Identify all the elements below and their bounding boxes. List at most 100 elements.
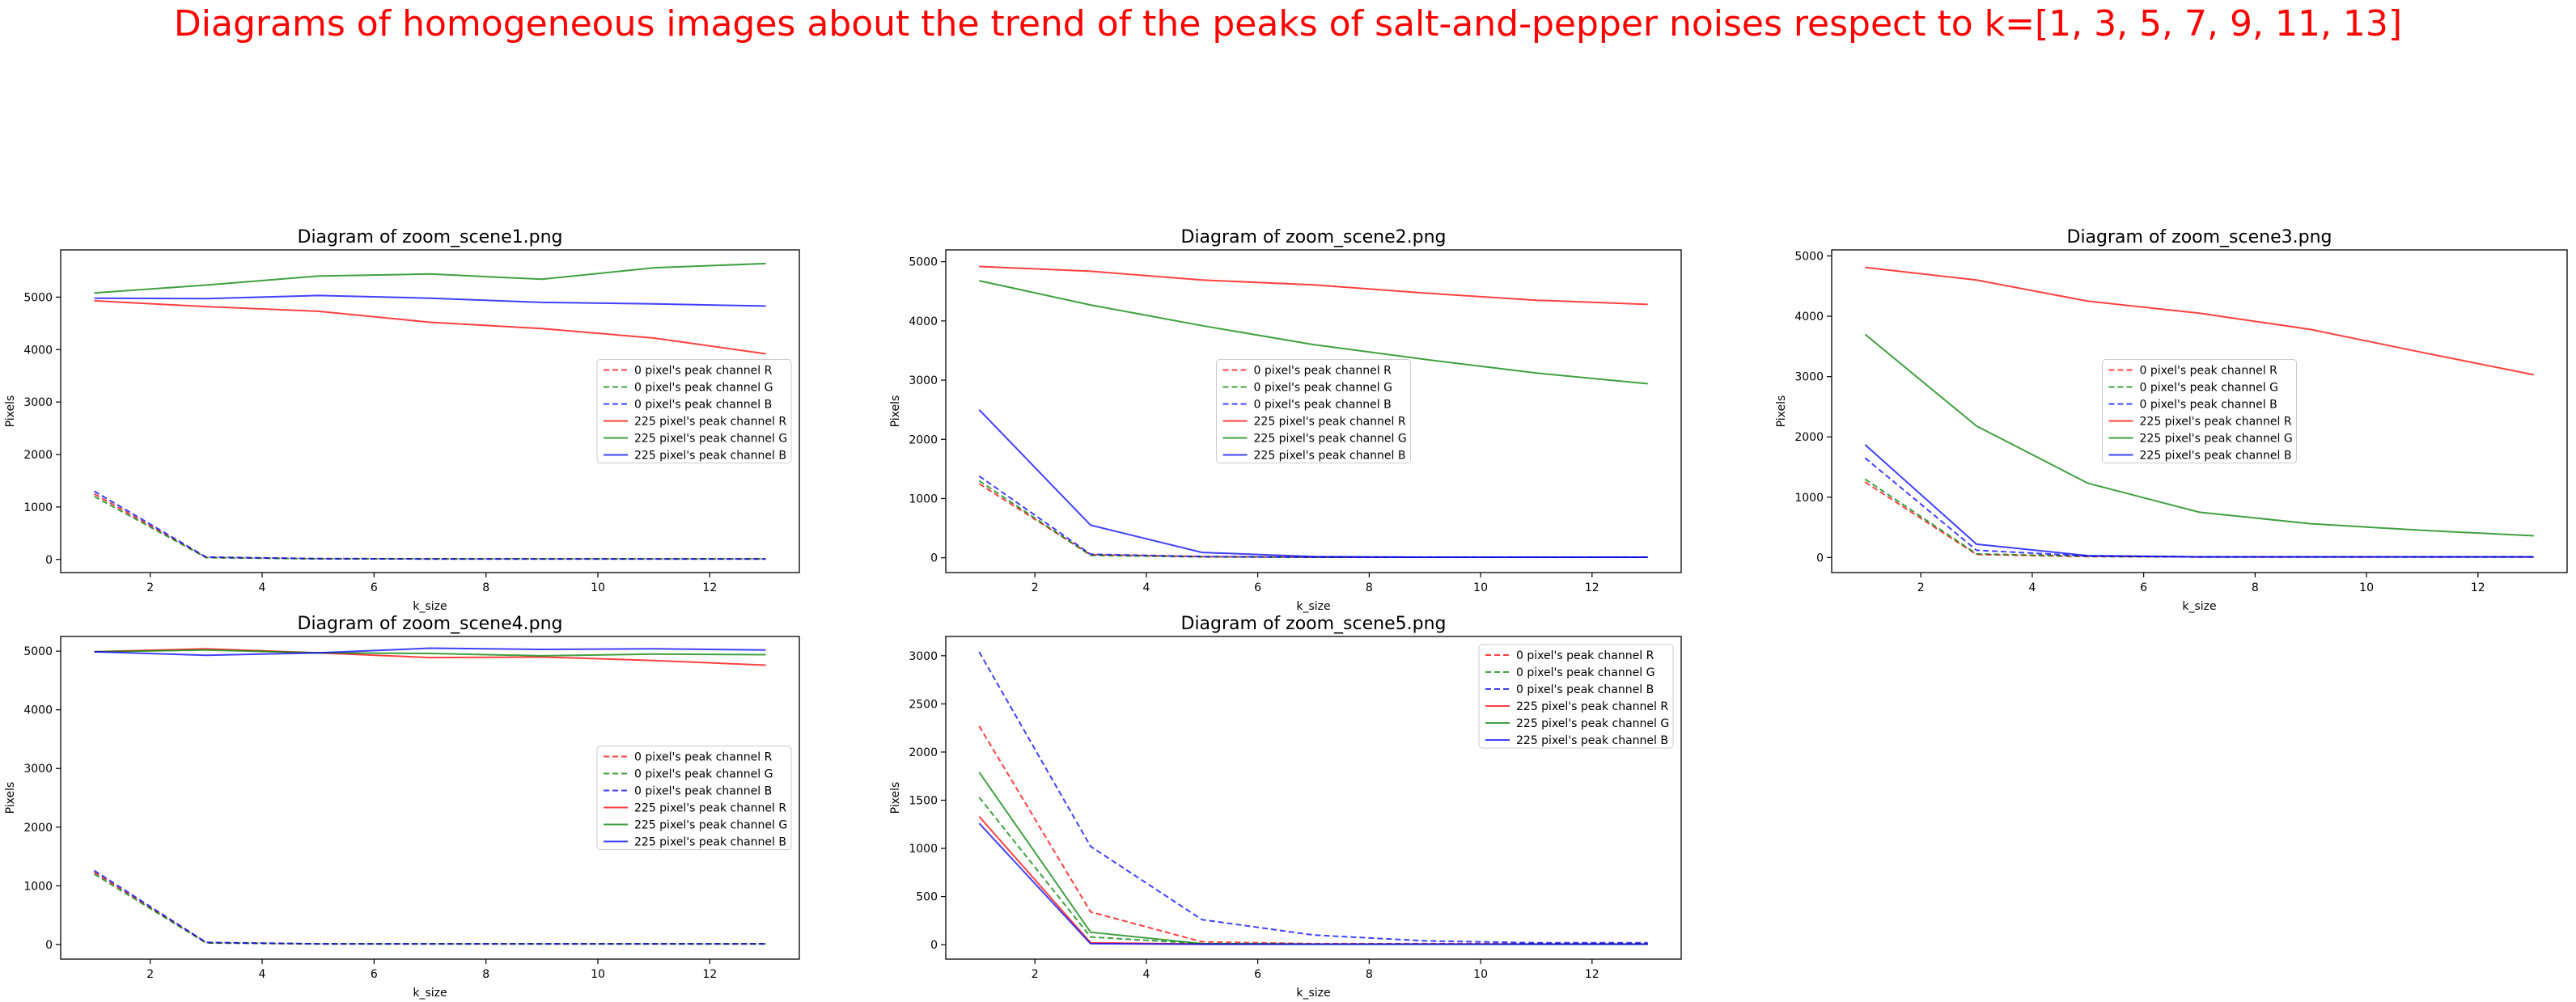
legend-entry: 0 pixel's peak channel G bbox=[2140, 382, 2278, 395]
series-line-3 bbox=[978, 651, 1648, 944]
y-axis-label: Pixels bbox=[4, 395, 17, 428]
chart-title: Diagram of zoom_scene1.png bbox=[298, 227, 563, 247]
legend-entry: 225 pixel's peak channel G bbox=[2140, 433, 2293, 446]
legend-entry: 225 pixel's peak channel B bbox=[634, 450, 786, 463]
x-tick-label: 8 bbox=[2252, 581, 2259, 594]
legend: 0 pixel's peak channel R 0 pixel's peak c… bbox=[2102, 359, 2297, 463]
legend-box bbox=[596, 359, 792, 463]
chart-panel-5: Diagram of zoom_scene5.png 2 4 6 8 10 12 0 500 10… bbox=[889, 614, 1682, 1000]
y-tick-label: 1000 bbox=[23, 501, 53, 514]
legend-entry: 225 pixel's peak channel R bbox=[1254, 416, 1406, 429]
x-tick-label: 6 bbox=[371, 968, 378, 981]
legend: 0 pixel's peak channel R 0 pixel's peak c… bbox=[596, 746, 792, 850]
x-tick-label: 8 bbox=[1366, 968, 1373, 981]
chart-panel-3: Diagram of zoom_scene3.png 2 4 6 8 10 12 0 1000 2… bbox=[1775, 227, 2568, 613]
chart-title: Diagram of zoom_scene5.png bbox=[1181, 614, 1447, 634]
y-tick-label: 1000 bbox=[909, 843, 938, 856]
x-axis-label: k_size bbox=[413, 600, 447, 613]
x-tick-label: 10 bbox=[2359, 581, 2374, 594]
y-tick-label: 4000 bbox=[909, 315, 938, 328]
series-line-5 bbox=[94, 649, 766, 657]
chart-panel-1: Diagram of zoom_scene1.png 2 4 6 8 10 12 0 1000 2… bbox=[4, 227, 800, 613]
x-tick-label: 4 bbox=[1142, 968, 1150, 981]
legend-entry: 0 pixel's peak channel G bbox=[1516, 666, 1654, 679]
legend-entry: 225 pixel's peak channel B bbox=[634, 836, 786, 849]
x-tick-label: 10 bbox=[591, 968, 605, 981]
x-tick-label: 6 bbox=[371, 581, 378, 594]
legend-entry: 0 pixel's peak channel B bbox=[634, 785, 772, 798]
x-tick-label: 10 bbox=[1473, 968, 1488, 981]
legend-entry: 225 pixel's peak channel G bbox=[634, 819, 787, 832]
legend-entry: 225 pixel's peak channel G bbox=[1254, 433, 1407, 446]
y-tick-label: 2500 bbox=[909, 698, 938, 711]
x-tick-label: 4 bbox=[1142, 581, 1150, 594]
legend-entry: 225 pixel's peak channel R bbox=[1516, 700, 1668, 713]
y-tick-label: 3000 bbox=[1794, 371, 1824, 384]
legend-entry: 225 pixel's peak channel R bbox=[2140, 416, 2292, 429]
x-tick-label: 8 bbox=[482, 968, 489, 981]
legend-entry: 0 pixel's peak channel R bbox=[1254, 365, 1392, 378]
series-line-6 bbox=[978, 822, 1648, 945]
y-tick-label: 5000 bbox=[23, 291, 53, 304]
x-tick-label: 12 bbox=[1585, 968, 1599, 981]
y-tick-label: 2000 bbox=[23, 822, 53, 835]
legend-entry: 0 pixel's peak channel B bbox=[1254, 399, 1392, 412]
chart-title: Diagram of zoom_scene2.png bbox=[1181, 227, 1447, 247]
legend-box bbox=[1478, 644, 1674, 749]
y-tick-label: 0 bbox=[930, 552, 938, 565]
chart-title: Diagram of zoom_scene4.png bbox=[298, 614, 563, 634]
legend-entry: 225 pixel's peak channel G bbox=[1516, 717, 1669, 730]
series-line-4 bbox=[94, 648, 766, 666]
x-tick-label: 8 bbox=[1366, 581, 1373, 594]
series-line-4 bbox=[94, 299, 766, 355]
series-line-5 bbox=[94, 262, 766, 294]
y-tick-label: 1500 bbox=[909, 794, 938, 807]
legend-entry: 0 pixel's peak channel R bbox=[634, 751, 773, 764]
series-line-6 bbox=[1864, 444, 2534, 558]
legend-entry: 0 pixel's peak channel G bbox=[634, 382, 773, 395]
chart-panel-2: Diagram of zoom_scene2.png 2 4 6 8 10 12 0 1000 2… bbox=[889, 227, 1682, 613]
x-tick-label: 12 bbox=[2471, 581, 2485, 594]
y-tick-label: 2000 bbox=[1794, 431, 1824, 444]
legend-entry: 225 pixel's peak channel B bbox=[1516, 734, 1668, 747]
y-tick-label: 0 bbox=[45, 554, 53, 567]
x-tick-label: 4 bbox=[2028, 581, 2036, 594]
y-tick-label: 3000 bbox=[23, 396, 53, 409]
x-tick-label: 12 bbox=[702, 581, 717, 594]
legend-entry: 0 pixel's peak channel B bbox=[1516, 683, 1654, 696]
series-line-4 bbox=[1865, 266, 2534, 376]
y-tick-label: 5000 bbox=[909, 256, 938, 269]
series-line-6 bbox=[94, 294, 766, 307]
legend-entry: 225 pixel's peak channel B bbox=[1254, 450, 1406, 463]
x-tick-label: 12 bbox=[702, 968, 717, 981]
legend-entry: 225 pixel's peak channel R bbox=[634, 802, 786, 815]
x-axis-label: k_size bbox=[413, 987, 447, 1000]
legend-entry: 0 pixel's peak channel G bbox=[634, 768, 773, 781]
y-tick-label: 0 bbox=[45, 939, 53, 952]
series-line-6 bbox=[94, 647, 766, 657]
legend-entry: 0 pixel's peak channel B bbox=[2140, 399, 2277, 412]
legend: 0 pixel's peak channel R 0 pixel's peak c… bbox=[1478, 644, 1674, 749]
x-tick-label: 2 bbox=[1917, 581, 1925, 594]
x-tick-label: 8 bbox=[482, 581, 489, 594]
x-tick-label: 6 bbox=[1254, 581, 1261, 594]
y-tick-label: 4000 bbox=[1794, 311, 1824, 323]
y-tick-label: 2000 bbox=[909, 433, 938, 446]
y-tick-label: 3000 bbox=[909, 374, 938, 387]
series-line-4 bbox=[979, 265, 1648, 306]
y-tick-label: 4000 bbox=[23, 344, 53, 357]
y-tick-label: 0 bbox=[1816, 552, 1824, 564]
legend-box bbox=[2102, 359, 2297, 463]
legend-entry: 0 pixel's peak channel B bbox=[634, 399, 772, 412]
x-tick-label: 6 bbox=[2140, 581, 2147, 594]
y-tick-label: 5000 bbox=[23, 645, 53, 658]
series-line-1 bbox=[978, 725, 1648, 945]
y-axis-label: Pixels bbox=[4, 782, 17, 814]
series-line-3 bbox=[93, 490, 766, 560]
x-axis-label: k_size bbox=[1296, 600, 1330, 613]
figure-suptitle: Diagrams of homogeneous images about the… bbox=[173, 3, 2403, 44]
chart-title: Diagram of zoom_scene3.png bbox=[2067, 227, 2332, 247]
legend-entry: 225 pixel's peak channel R bbox=[634, 416, 786, 429]
x-axis-label: k_size bbox=[2182, 600, 2216, 613]
